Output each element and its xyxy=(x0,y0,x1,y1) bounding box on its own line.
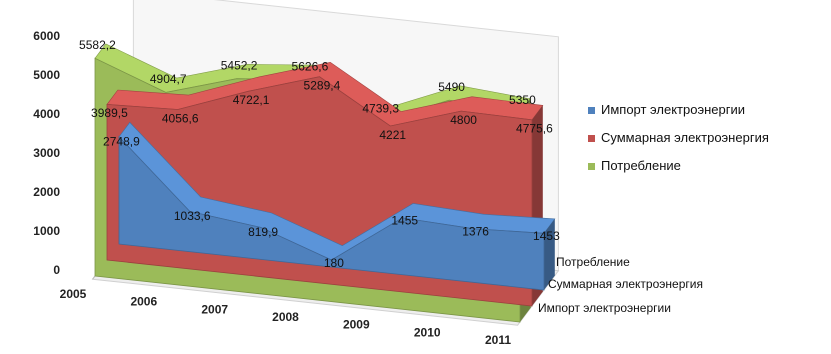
data-label: 1033,6 xyxy=(174,209,211,223)
legend: Импорт электроэнергии Суммарная электроэ… xyxy=(588,96,769,180)
x-tick-label: 2006 xyxy=(130,295,157,309)
data-label: 4904,7 xyxy=(150,72,187,86)
data-label: 5490 xyxy=(438,80,465,94)
data-label: 1455 xyxy=(391,214,418,228)
data-label: 4775,6 xyxy=(516,122,553,136)
legend-label-total: Суммарная электроэнергия xyxy=(601,130,769,145)
data-label: 4221 xyxy=(379,128,406,142)
x-tick-label: 2008 xyxy=(272,310,299,324)
y-tick-label: 3000 xyxy=(33,146,60,160)
data-label: 180 xyxy=(324,256,344,270)
y-tick-label: 0 xyxy=(53,263,60,277)
depth-axis-label: Суммарная электроэнергия xyxy=(548,277,703,291)
legend-swatch-import xyxy=(588,106,595,114)
legend-swatch-total xyxy=(588,134,595,142)
data-label: 5289,4 xyxy=(304,79,341,93)
series-0-side xyxy=(544,218,555,290)
y-tick-label: 1000 xyxy=(33,224,60,238)
depth-axis-label: Импорт электроэнергии xyxy=(538,301,671,315)
y-tick-label: 6000 xyxy=(33,29,60,43)
legend-item-import: Импорт электроэнергии xyxy=(588,96,769,124)
y-tick-label: 4000 xyxy=(33,107,60,121)
legend-label-consumption: Потребление xyxy=(601,158,681,173)
x-tick-label: 2009 xyxy=(343,318,370,332)
data-label: 4056,6 xyxy=(162,111,199,125)
legend-item-consumption: Потребление xyxy=(588,152,769,180)
legend-label-import: Импорт электроэнергии xyxy=(601,102,746,117)
y-tick-label: 5000 xyxy=(33,68,60,82)
legend-swatch-consumption xyxy=(588,162,595,170)
data-label: 4800 xyxy=(450,113,477,127)
data-label: 5350 xyxy=(509,93,536,107)
x-tick-label: 2010 xyxy=(414,325,441,339)
data-label: 1376 xyxy=(462,225,489,239)
x-tick-label: 2007 xyxy=(201,302,228,316)
data-label: 5452,2 xyxy=(221,59,258,73)
data-label: 5626,6 xyxy=(292,59,329,73)
data-label: 2748,9 xyxy=(103,135,140,149)
data-label: 3989,5 xyxy=(91,106,128,120)
x-tick-label: 2005 xyxy=(60,287,87,301)
data-label: 4722,1 xyxy=(233,93,270,107)
data-label: 4739,3 xyxy=(362,102,399,116)
x-tick-label: 2011 xyxy=(485,333,511,347)
series-0-area xyxy=(118,135,545,291)
data-label: 5582,2 xyxy=(79,38,116,52)
y-tick-label: 2000 xyxy=(33,185,60,199)
legend-item-total: Суммарная электроэнергия xyxy=(588,124,769,152)
data-label: 819,9 xyxy=(248,225,278,239)
depth-axis-label: Потребление xyxy=(556,255,630,269)
data-label: 1453 xyxy=(533,229,560,243)
